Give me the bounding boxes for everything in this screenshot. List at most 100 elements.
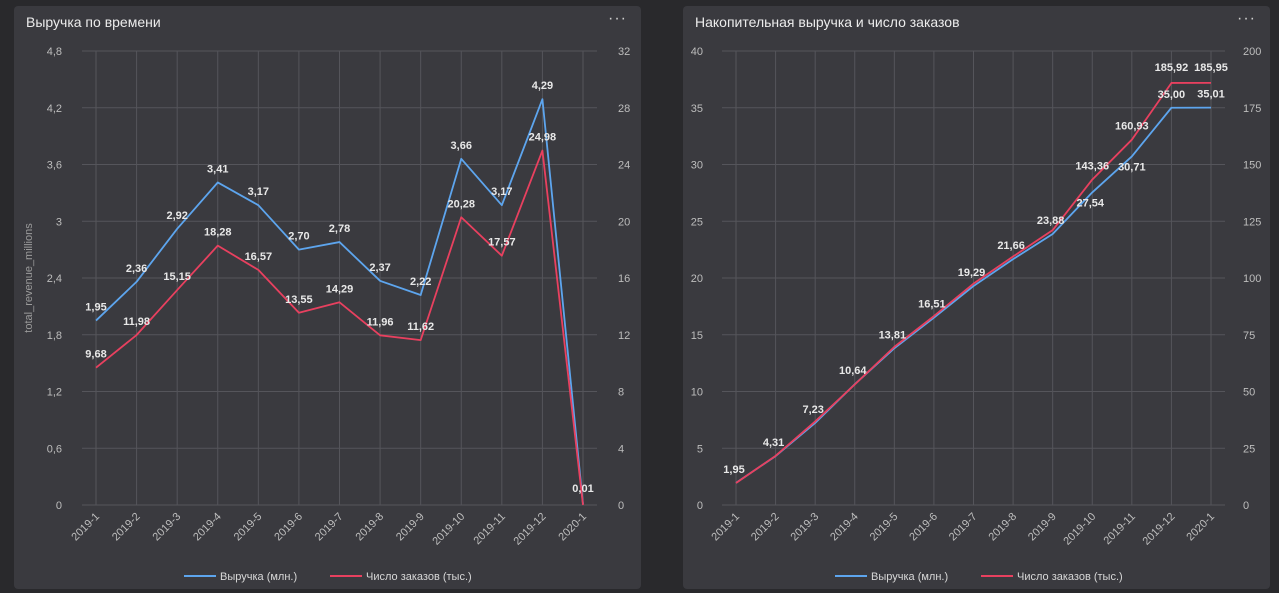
data-label-revenue: 3,66 <box>451 140 472 152</box>
x-axis-tick-label: 2019-3 <box>789 511 822 544</box>
data-label-orders: 160,93 <box>1115 121 1149 133</box>
x-axis-tick-label: 2020-1 <box>556 511 589 544</box>
y2-axis-tick-label: 25 <box>1243 443 1255 455</box>
x-axis-tick-label: 2019-10 <box>430 511 467 548</box>
data-label-revenue: 3,41 <box>207 163 228 175</box>
x-axis-tick-label: 2019-5 <box>868 511 901 544</box>
x-axis-tick-label: 2019-9 <box>394 511 427 544</box>
data-label-orders: 9,68 <box>85 349 106 361</box>
y-axis-tick-label: 3 <box>56 216 62 228</box>
y-axis-title: total_revenue_millions <box>23 223 35 333</box>
legend-label-orders[interactable]: Число заказов (тыс.) <box>366 571 472 583</box>
data-label-orders: 143,36 <box>1075 161 1109 173</box>
data-label-revenue: 1,95 <box>85 302 106 314</box>
data-label-revenue: 35,01 <box>1197 89 1225 101</box>
grid-lines <box>82 50 597 506</box>
y-axis-tick-label: 25 <box>691 216 703 228</box>
x-axis-tick-label: 2019-11 <box>471 511 507 547</box>
x-axis-tick-label: 2019-2 <box>749 511 782 544</box>
data-label-revenue: 2,37 <box>369 262 390 274</box>
x-axis-tick-label: 2019-10 <box>1061 511 1098 548</box>
data-label-orders: 185,95 <box>1194 62 1228 74</box>
data-label-orders: 20,28 <box>447 198 475 210</box>
more-options-icon[interactable]: ··· <box>608 10 627 27</box>
y2-axis-tick-label: 32 <box>618 46 630 58</box>
x-axis-tick-label: 2019-9 <box>1026 511 1059 544</box>
data-label-orders: 18,28 <box>204 227 232 239</box>
y-axis-tick-label: 5 <box>697 443 703 455</box>
data-label-revenue: 35,00 <box>1158 89 1186 101</box>
revenue-line-chart: 0 0,6 1,2 1,8 2,4 3 3,6 4,2 4,8 0 4 8 12 16 20 24 28 32 20… <box>23 46 630 583</box>
data-label-revenue: 7,23 <box>802 404 823 416</box>
data-label-revenue: 13,81 <box>879 329 907 341</box>
y-axis-tick-label: 1,2 <box>47 387 62 399</box>
x-axis-tick-label: 2019-6 <box>272 511 305 544</box>
data-label-orders: 14,29 <box>326 283 354 295</box>
y-axis-tick-label: 1,8 <box>47 330 62 342</box>
series-line-orders <box>95 149 584 506</box>
y2-axis-tick-label: 0 <box>1243 500 1249 512</box>
data-label-revenue: 2,36 <box>126 263 147 275</box>
x-axis-tick-label: 2019-5 <box>232 511 265 544</box>
x-axis-tick-label: 2019-8 <box>353 511 386 544</box>
y-axis-tick-label: 0 <box>56 500 62 512</box>
chart-panel-revenue-over-time: Выручка по времени ··· 0 0,6 1,2 1,8 2,4 3 3,6… <box>14 6 641 589</box>
series-line-revenue <box>735 106 1212 484</box>
legend-label-revenue[interactable]: Выручка (млн.) <box>871 571 948 583</box>
y2-axis-tick-label: 0 <box>618 500 624 512</box>
y-axis-tick-label: 3,6 <box>47 160 62 172</box>
y-axis-tick-label: 35 <box>691 103 703 115</box>
x-axis-tick-label: 2019-12 <box>512 511 549 548</box>
y2-axis-tick-label: 75 <box>1243 330 1255 342</box>
x-axis-tick-label: 2020-1 <box>1184 511 1217 544</box>
data-label-revenue: 4,29 <box>532 80 553 92</box>
data-label-revenue: 27,54 <box>1076 197 1104 209</box>
data-label-revenue: 0,01 <box>572 483 593 495</box>
legend-label-revenue[interactable]: Выручка (млн.) <box>220 571 297 583</box>
more-options-icon[interactable]: ··· <box>1237 10 1256 27</box>
x-axis-tick-label: 2019-1 <box>69 511 102 544</box>
x-axis-tick-label: 2019-6 <box>907 511 940 544</box>
data-label-orders: 11,98 <box>123 316 150 328</box>
x-axis-tick-label: 2019-1 <box>709 511 742 544</box>
chart-panel-cumulative-revenue: Накопительная выручка и число заказов ··… <box>683 6 1270 589</box>
y2-axis-tick-label: 12 <box>618 330 630 342</box>
data-label-revenue: 1,95 <box>723 464 744 476</box>
data-label-orders: 11,62 <box>407 321 434 333</box>
data-label-revenue: 4,31 <box>763 437 784 449</box>
y-axis-tick-label: 4,8 <box>47 46 62 58</box>
data-label-revenue: 19,29 <box>958 267 986 279</box>
y-axis-tick-label: 0,6 <box>47 443 62 455</box>
y-axis-tick-label: 2,4 <box>47 273 62 285</box>
y2-axis-tick-label: 16 <box>618 273 630 285</box>
data-label-orders: 185,92 <box>1155 62 1189 74</box>
y2-axis-tick-label: 20 <box>618 216 630 228</box>
y2-axis-tick-label: 100 <box>1243 273 1261 285</box>
y2-axis-tick-label: 50 <box>1243 387 1255 399</box>
data-label-revenue: 10,64 <box>839 365 867 377</box>
legend[interactable]: Выручка (млн.) Число заказов (тыс.) <box>184 571 472 583</box>
data-label-revenue: 2,78 <box>329 223 350 235</box>
legend-label-orders[interactable]: Число заказов (тыс.) <box>1017 571 1123 583</box>
x-axis-tick-label: 2019-7 <box>947 511 980 544</box>
data-label-revenue: 2,70 <box>288 231 309 243</box>
data-label-orders: 24,98 <box>529 132 557 144</box>
x-axis-tick-label: 2019-4 <box>828 511 861 544</box>
series-line-orders <box>735 81 1212 484</box>
y2-axis-tick-label: 8 <box>618 387 624 399</box>
series-line-revenue <box>95 98 584 505</box>
y2-axis-tick-label: 150 <box>1243 160 1261 172</box>
data-label-revenue: 3,17 <box>491 186 512 198</box>
data-label-orders: 17,57 <box>488 237 516 249</box>
x-axis-tick-label: 2019-11 <box>1101 511 1137 547</box>
y2-axis-tick-label: 28 <box>618 103 630 115</box>
x-axis-tick-label: 2019-2 <box>110 511 143 544</box>
y-axis-tick-label: 10 <box>691 387 703 399</box>
data-label-orders: 16,57 <box>245 251 273 263</box>
y2-axis-tick-label: 175 <box>1243 103 1261 115</box>
y2-axis-tick-label: 4 <box>618 443 624 455</box>
legend[interactable]: Выручка (млн.) Число заказов (тыс.) <box>835 571 1123 583</box>
y-axis-tick-label: 20 <box>691 273 703 285</box>
data-label-orders: 11,96 <box>367 316 394 328</box>
y2-axis-tick-label: 200 <box>1243 46 1261 58</box>
